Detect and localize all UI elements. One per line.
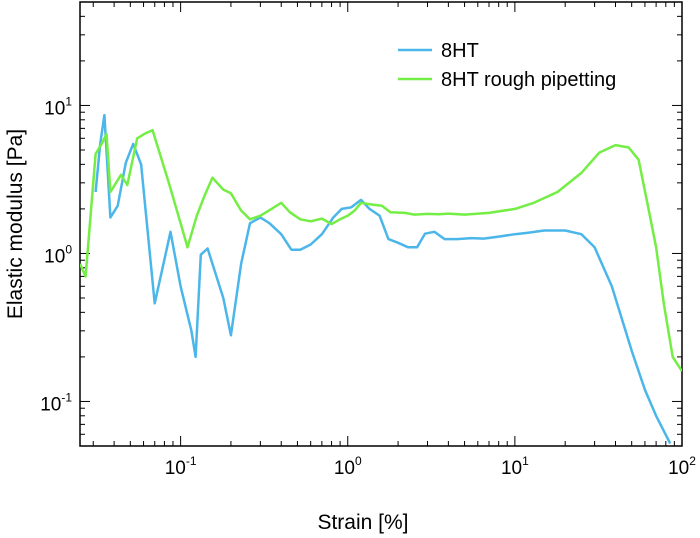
x-tick-label: 10-1 bbox=[165, 454, 197, 479]
legend-label-1: 8HT bbox=[441, 40, 479, 62]
series-line-2 bbox=[80, 128, 682, 372]
legend: 8HT 8HT rough pipetting bbox=[398, 40, 616, 91]
x-tick-label: 102 bbox=[668, 454, 696, 479]
series-layer bbox=[80, 113, 682, 445]
y-tick-label: 100 bbox=[44, 242, 72, 267]
plot-frame bbox=[79, 1, 683, 447]
x-axis-label: Strain [%] bbox=[317, 511, 408, 534]
y-axis-label: Elastic modulus [Pa] bbox=[4, 129, 27, 319]
x-tick-label: 100 bbox=[334, 454, 362, 479]
axis-ticks: 10-1 100 101 102 10-1 100 101 bbox=[40, 1, 696, 479]
y-tick-label: 10-1 bbox=[40, 390, 72, 415]
x-tick-label: 101 bbox=[501, 454, 529, 479]
legend-label-2: 8HT rough pipetting bbox=[441, 69, 616, 91]
y-tick-label: 101 bbox=[44, 94, 72, 119]
series-line-1 bbox=[94, 113, 672, 445]
